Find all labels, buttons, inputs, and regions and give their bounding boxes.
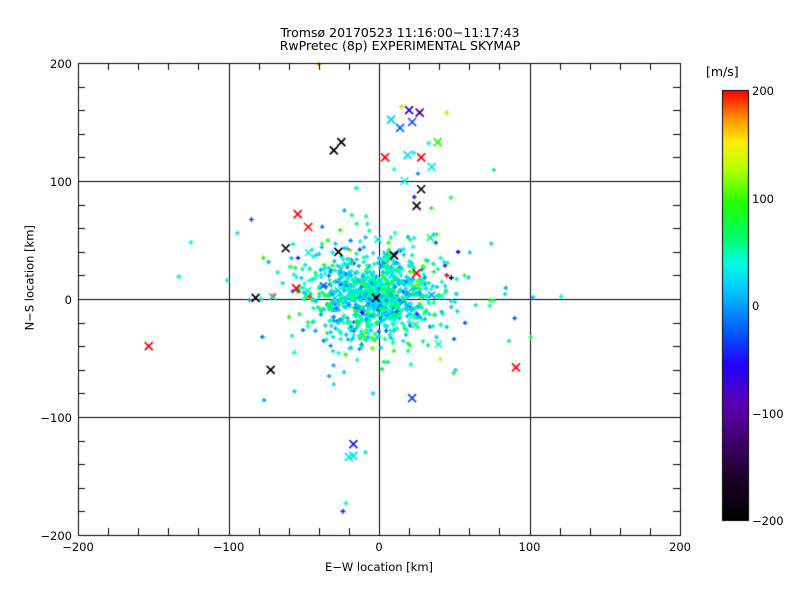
y-tick-label: −200 bbox=[40, 529, 72, 543]
plot-title-line2: RwPretec (8p) EXPERIMENTAL SKYMAP bbox=[279, 38, 521, 53]
x-tick-label: 0 bbox=[375, 540, 383, 554]
colorbar-tick-label: −100 bbox=[752, 406, 784, 421]
x-tick-label: −100 bbox=[212, 540, 245, 554]
colorbar-tick-label: 100 bbox=[752, 191, 774, 206]
x-tick-label: −200 bbox=[62, 540, 94, 554]
y-tick-label: 100 bbox=[50, 175, 72, 189]
y-tick-label: −100 bbox=[40, 411, 72, 425]
colorbar-unit-label: [m/s] bbox=[706, 64, 739, 79]
x-tick-label: 200 bbox=[669, 540, 691, 554]
plot-title-line1: Tromsø 20170523 11:16:00−11:17:43 bbox=[280, 25, 520, 40]
y-tick-label: 200 bbox=[50, 57, 72, 71]
x-axis-label: E−W location [km] bbox=[324, 560, 434, 574]
y-tick-label: 0 bbox=[64, 293, 72, 307]
colorbar-tick-label: −200 bbox=[752, 514, 784, 528]
y-axis-label: N−S location [km] bbox=[22, 225, 37, 331]
colorbar-tick-label: 200 bbox=[752, 84, 774, 98]
colorbar-tick-label: 0 bbox=[752, 299, 760, 313]
x-tick-label: 100 bbox=[518, 540, 541, 554]
